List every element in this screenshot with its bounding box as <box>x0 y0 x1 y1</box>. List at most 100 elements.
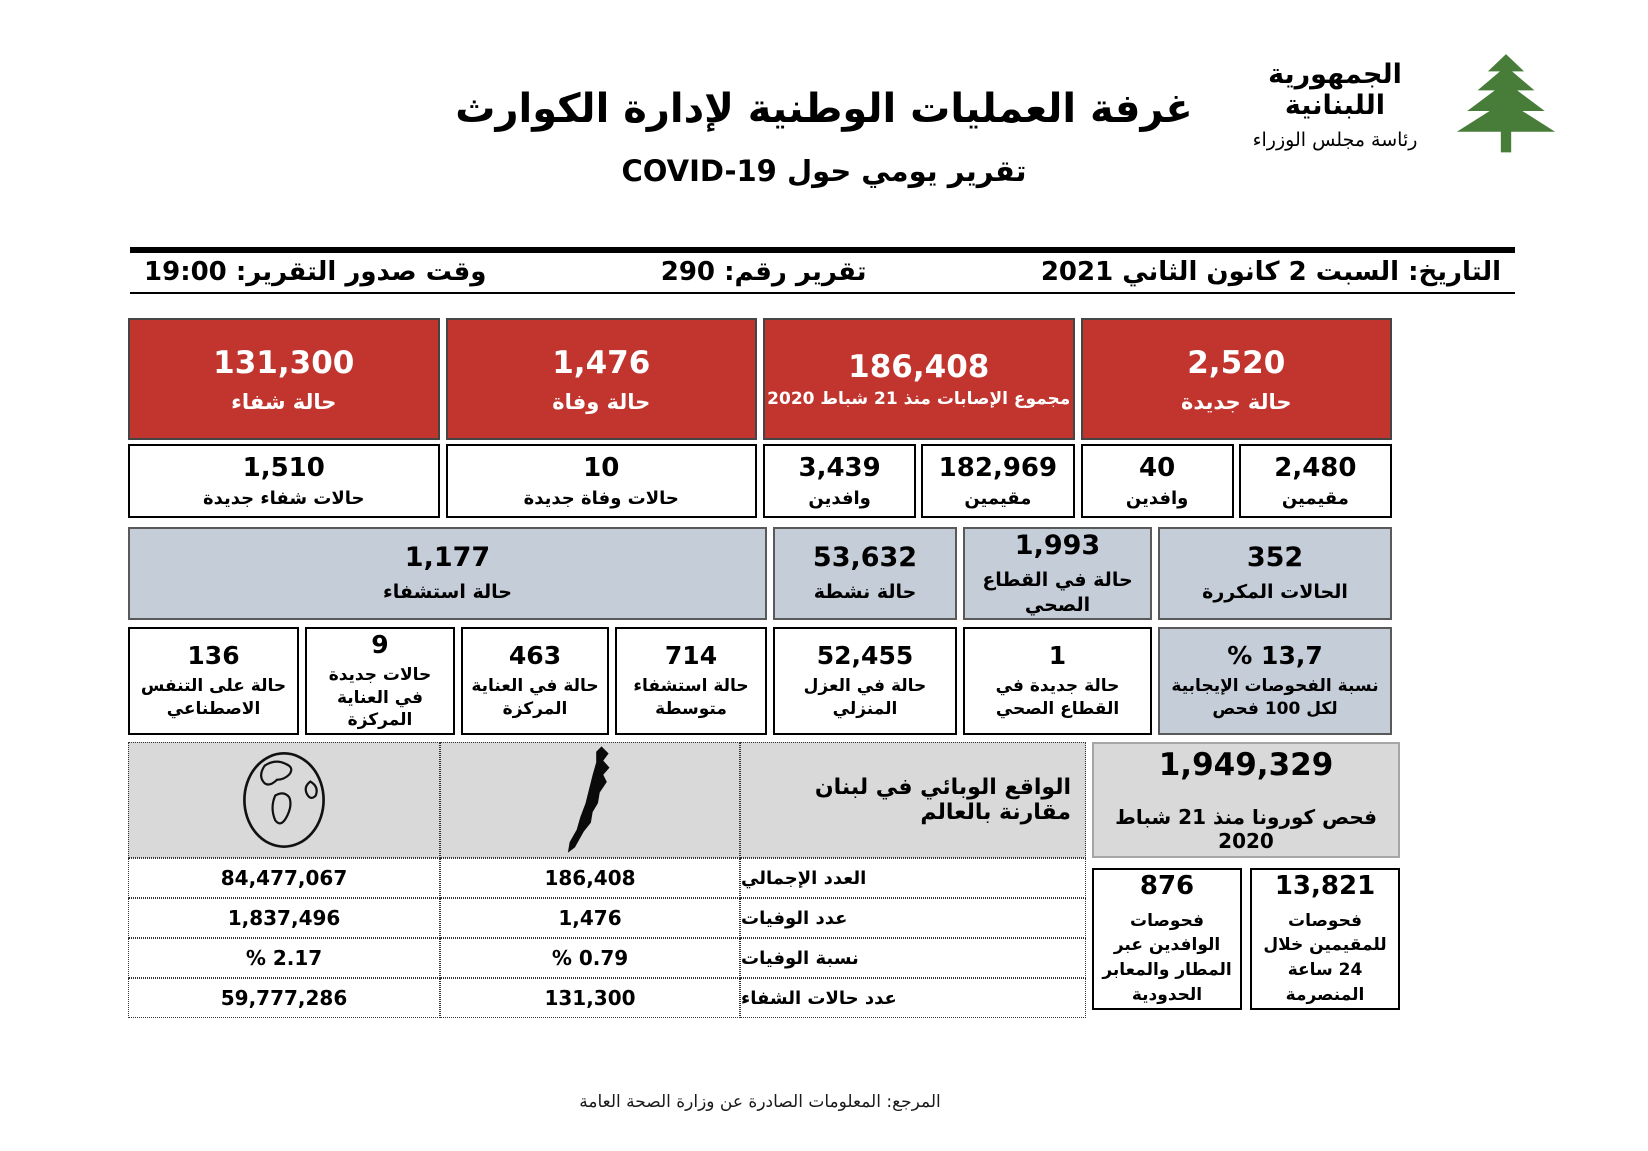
total-tests-value: 1,949,329 <box>1158 747 1334 783</box>
health-sector-cases-value: 1,993 <box>1014 529 1101 561</box>
lebanon-vs-world-table: الواقع الوبائي في لبنان مقارنة بالعالم ا… <box>128 742 1086 1018</box>
resident-tests-value: 13,821 <box>1274 870 1376 901</box>
report-date: التاريخ: السبت 2 كانون الثاني 2021 <box>1040 257 1501 287</box>
total-cases-residents: 182,969 مقيمين <box>921 444 1075 518</box>
new-cases-banner: 2,520 حالة جديدة <box>1080 318 1392 440</box>
new-cases-residents: 2,480 مقيمين <box>1238 444 1392 518</box>
logo-country-name: الجمهورية اللبنانية <box>1268 59 1402 121</box>
arrival-tests-label: فحوصات الوافدين عبر المطار والمعابر الحد… <box>1102 910 1232 1005</box>
total-tests-label: فحص كورونا منذ 21 شباط 2020 <box>1115 805 1377 853</box>
cedar-icon <box>1450 44 1562 166</box>
home-isolation-label: حالة في العزل المنزلي <box>803 676 927 719</box>
row-death-rate-world: 2.17 % <box>128 938 440 978</box>
health-sector-cases-label: حالة في القطاع الصحي <box>982 568 1133 616</box>
resident-tests-label: فحوصات للمقيمين خلال 24 ساعة المنصرمة <box>1263 910 1387 1005</box>
resident-tests-box: 13,821 فحوصات للمقيمين خلال 24 ساعة المن… <box>1250 868 1400 1010</box>
page-subtitle: تقرير يومي حول COVID-19 <box>621 154 1027 188</box>
card-new-cases: 2,520 حالة جديدة 2,480 مقيمين 40 وافدين <box>1080 318 1392 518</box>
health-sector-cases-box: 1,993 حالة في القطاع الصحي <box>963 527 1152 620</box>
card-deaths: 1,476 حالة وفاة 10 حالات وفاة جديدة <box>445 318 757 518</box>
ventilator-cases-label: حالة على التنفس الاصطناعي <box>140 676 287 719</box>
top-stats-row: 2,520 حالة جديدة 2,480 مقيمين 40 وافدين … <box>128 318 1392 518</box>
ventilator-cases-box: 136 حالة على التنفس الاصطناعي <box>128 627 299 735</box>
new-deaths-value: 10 <box>583 453 620 483</box>
deaths-banner: 1,476 حالة وفاة <box>445 318 757 440</box>
arrival-tests-value: 876 <box>1139 870 1195 901</box>
row-recoveries-lebanon: 131,300 <box>440 978 740 1018</box>
mid-stats-row: 352 الحالات المكررة 1,993 حالة في القطاع… <box>128 527 1392 620</box>
active-cases-label: حالة نشطة <box>813 581 917 604</box>
repeated-cases-box: 352 الحالات المكررة <box>1158 527 1392 620</box>
repeated-cases-label: الحالات المكررة <box>1202 581 1348 604</box>
globe-icon <box>128 742 440 858</box>
total-cases-arrivals: 3,439 وافدين <box>763 444 917 518</box>
new-icu-cases-value: 9 <box>371 629 389 659</box>
icu-cases-box: 463 حالة في العناية المركزة <box>461 627 609 735</box>
logo-council-name: رئاسة مجلس الوزراء <box>1252 129 1418 151</box>
deaths-value: 1,476 <box>552 344 651 381</box>
report-issue-time: وقت صدور التقرير: 19:00 <box>144 257 487 287</box>
hospitalized-cases-value: 1,177 <box>404 542 491 574</box>
total-tests-box: 1,949,329 فحص كورونا منذ 21 شباط 2020 <box>1092 742 1400 858</box>
new-cases-residents-value: 2,480 <box>1274 453 1357 483</box>
page-title: غرفة العمليات الوطنية لإدارة الكوارث <box>455 86 1193 132</box>
recoveries-banner: 131,300 حالة شفاء <box>128 318 440 440</box>
new-recoveries: 1,510 حالات شفاء جديدة <box>128 444 440 518</box>
positivity-rate-box: 13,7 % نسبة الفحوصات الإيجابية لكل 100 ف… <box>1158 627 1392 735</box>
active-cases-value: 53,632 <box>812 542 918 574</box>
row-total-world: 84,477,067 <box>128 858 440 898</box>
row-deaths-label: عدد الوفيات <box>740 898 1086 938</box>
report-number: تقرير رقم: 290 <box>660 257 867 287</box>
row-deaths-world: 1,837,496 <box>128 898 440 938</box>
moderate-hospitalization-value: 714 <box>664 641 718 671</box>
deaths-label: حالة وفاة <box>552 389 651 414</box>
new-cases-residents-label: مقيمين <box>1281 488 1349 509</box>
tests-breakdown-row: 13,821 فحوصات للمقيمين خلال 24 ساعة المن… <box>1092 868 1400 1010</box>
new-cases-arrivals-value: 40 <box>1139 453 1176 483</box>
row-recoveries-world: 59,777,286 <box>128 978 440 1018</box>
active-cases-box: 53,632 حالة نشطة <box>773 527 957 620</box>
report-titles: غرفة العمليات الوطنية لإدارة الكوارث تقر… <box>0 86 1648 188</box>
total-cases-residents-value: 182,969 <box>938 453 1058 483</box>
hospitalized-cases-label: حالة استشفاء <box>383 581 512 604</box>
row-total-label: العدد الإجمالي <box>740 858 1086 898</box>
row-death-rate-lebanon: 0.79 % <box>440 938 740 978</box>
recoveries-label: حالة شفاء <box>231 389 337 414</box>
new-health-sector-box: 1 حالة جديدة في القطاع الصحي <box>963 627 1152 735</box>
new-icu-cases-box: 9 حالات جديدة في العناية المركزة <box>305 627 455 735</box>
positivity-rate-label: نسبة الفحوصات الإيجابية لكل 100 فحص <box>1171 676 1379 719</box>
report-info-bar: التاريخ: السبت 2 كانون الثاني 2021 تقرير… <box>130 247 1515 294</box>
repeated-cases-value: 352 <box>1246 542 1304 574</box>
row-deaths-lebanon: 1,476 <box>440 898 740 938</box>
total-cases-arrivals-value: 3,439 <box>798 453 881 483</box>
card-total-cases: 186,408 مجموع الإصابات منذ 21 شباط 2020 … <box>763 318 1075 518</box>
new-deaths: 10 حالات وفاة جديدة <box>445 444 757 518</box>
total-cases-residents-label: مقيمين <box>964 488 1032 509</box>
home-isolation-value: 52,455 <box>816 641 914 671</box>
positivity-rate-value: 13,7 % <box>1227 641 1323 671</box>
new-recoveries-value: 1,510 <box>242 453 325 483</box>
new-icu-cases-label: حالات جديدة في العناية المركزة <box>328 664 432 731</box>
total-cases-banner: 186,408 مجموع الإصابات منذ 21 شباط 2020 <box>763 318 1075 440</box>
new-cases-value: 2,520 <box>1187 344 1286 381</box>
ventilator-cases-value: 136 <box>187 641 240 671</box>
lebanon-map-icon <box>440 742 740 858</box>
recoveries-value: 131,300 <box>213 344 355 381</box>
home-isolation-box: 52,455 حالة في العزل المنزلي <box>773 627 957 735</box>
moderate-hospitalization-label: حالة استشفاء متوسطة <box>633 676 749 719</box>
total-cases-label: مجموع الإصابات منذ 21 شباط 2020 <box>767 389 1071 409</box>
new-health-sector-label: حالة جديدة في القطاع الصحي <box>995 676 1120 719</box>
total-cases-arrivals-label: وافدين <box>808 488 871 509</box>
arrival-tests-box: 876 فحوصات الوافدين عبر المطار والمعابر … <box>1092 868 1242 1010</box>
new-deaths-label: حالات وفاة جديدة <box>523 488 679 509</box>
new-health-sector-value: 1 <box>1048 641 1067 671</box>
lebanese-republic-logo: الجمهورية اللبنانية رئاسة مجلس الوزراء <box>1232 30 1562 180</box>
new-cases-arrivals-label: وافدين <box>1125 488 1189 509</box>
row-death-rate-label: نسبة الوفيات <box>740 938 1086 978</box>
new-recoveries-label: حالات شفاء جديدة <box>202 488 365 509</box>
reference-note: المرجع: المعلومات الصادرة عن وزارة الصحة… <box>579 1092 941 1112</box>
new-cases-arrivals: 40 وافدين <box>1080 444 1234 518</box>
hospitalized-cases-box: 1,177 حالة استشفاء <box>128 527 767 620</box>
comparison-table-title: الواقع الوبائي في لبنان مقارنة بالعالم <box>740 742 1086 858</box>
row-recoveries-label: عدد حالات الشفاء <box>740 978 1086 1018</box>
